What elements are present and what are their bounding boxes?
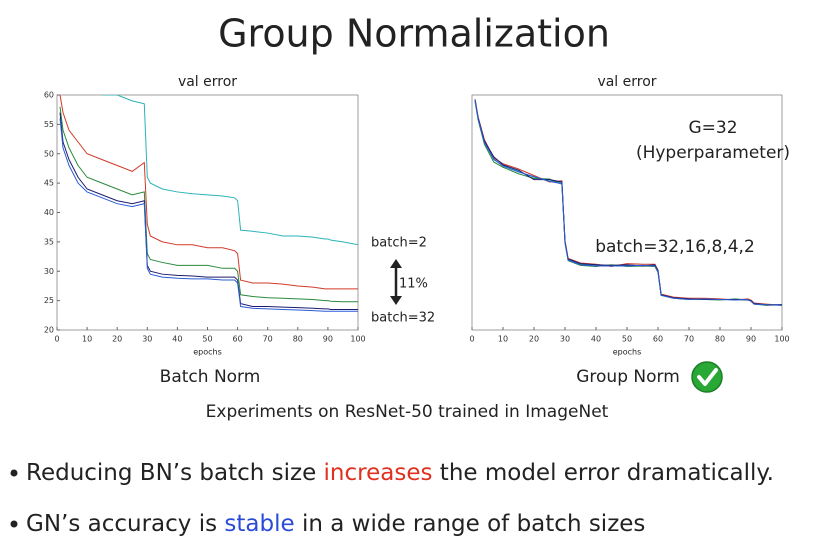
chart-title: val error: [178, 74, 237, 90]
series-label: batch=2: [371, 236, 427, 251]
series-line: [59, 95, 358, 290]
x-tick-label: 100: [350, 335, 365, 344]
bullet-segment: stable: [224, 511, 294, 537]
y-tick-label: 20: [44, 326, 54, 335]
caption: Experiments on ResNet-50 trained in Imag…: [206, 402, 609, 422]
annotation: batch=32,16,8,4,2: [595, 237, 755, 257]
annotation: (Hyperparameter): [636, 143, 790, 163]
double-arrow: [390, 259, 402, 305]
bullet-segment: the model error dramatically.: [432, 460, 774, 486]
x-tick-label: 40: [172, 335, 182, 344]
annotation: 11%: [399, 277, 428, 292]
y-tick-label: 40: [44, 208, 54, 217]
check-icon: [691, 361, 723, 393]
y-tick-label: 25: [44, 296, 54, 305]
x-tick-label: 50: [202, 335, 212, 344]
bullet-segment: in a wide range of batch sizes: [295, 511, 646, 537]
bullet-dot: [10, 469, 18, 477]
y-tick-label: 55: [44, 120, 54, 129]
annotation: G=32: [688, 118, 737, 138]
x-tick-label: 40: [591, 335, 601, 344]
x-tick-label: 10: [498, 335, 508, 344]
series-line: [101, 95, 358, 246]
x-tick-label: 60: [653, 335, 663, 344]
bullet-dot: [10, 520, 18, 528]
x-tick-label: 100: [774, 335, 789, 344]
x-tick-label: 50: [622, 335, 632, 344]
x-tick-label: 20: [529, 335, 539, 344]
x-tick-label: 70: [684, 335, 694, 344]
x-tick-label: 30: [142, 335, 152, 344]
series-line: [59, 106, 358, 303]
chart-subtitle: Group Norm: [576, 367, 680, 387]
x-tick-label: 80: [715, 335, 725, 344]
y-tick-label: 35: [44, 237, 54, 246]
x-tick-label: 0: [469, 335, 474, 344]
series-line: [474, 99, 782, 306]
x-tick-label: 90: [323, 335, 333, 344]
x-axis-label: epochs: [613, 348, 642, 357]
bullet-segment: GN’s accuracy is: [26, 511, 224, 537]
chart-subtitle: Batch Norm: [160, 367, 261, 387]
x-tick-label: 70: [263, 335, 273, 344]
x-tick-label: 60: [233, 335, 243, 344]
x-tick-label: 20: [112, 335, 122, 344]
y-tick-label: 30: [44, 267, 54, 276]
x-tick-label: 90: [746, 335, 756, 344]
plot-lines: [474, 99, 782, 306]
y-tick-label: 45: [44, 179, 54, 188]
plot-lines: [59, 95, 358, 312]
x-tick-label: 30: [560, 335, 570, 344]
y-tick-label: 60: [44, 91, 54, 100]
bullet-text: Reducing BN’s batch size increases the m…: [26, 460, 774, 486]
y-tick-label: 50: [44, 149, 54, 158]
series-line: [59, 118, 358, 312]
series-label: batch=32: [371, 311, 435, 326]
x-tick-label: 0: [54, 335, 59, 344]
series-line: [59, 112, 358, 310]
plot-frame: [56, 94, 359, 331]
x-axis-label: epochs: [193, 348, 222, 357]
bullet-text: GN’s accuracy is stable in a wide range …: [26, 511, 645, 537]
x-tick-label: 10: [82, 335, 92, 344]
slide-title: Group Normalization: [218, 12, 610, 56]
x-tick-label: 80: [293, 335, 303, 344]
bullet-segment: increases: [324, 460, 433, 486]
chart-title: val error: [597, 74, 656, 90]
bullet-segment: Reducing BN’s batch size: [26, 460, 324, 486]
